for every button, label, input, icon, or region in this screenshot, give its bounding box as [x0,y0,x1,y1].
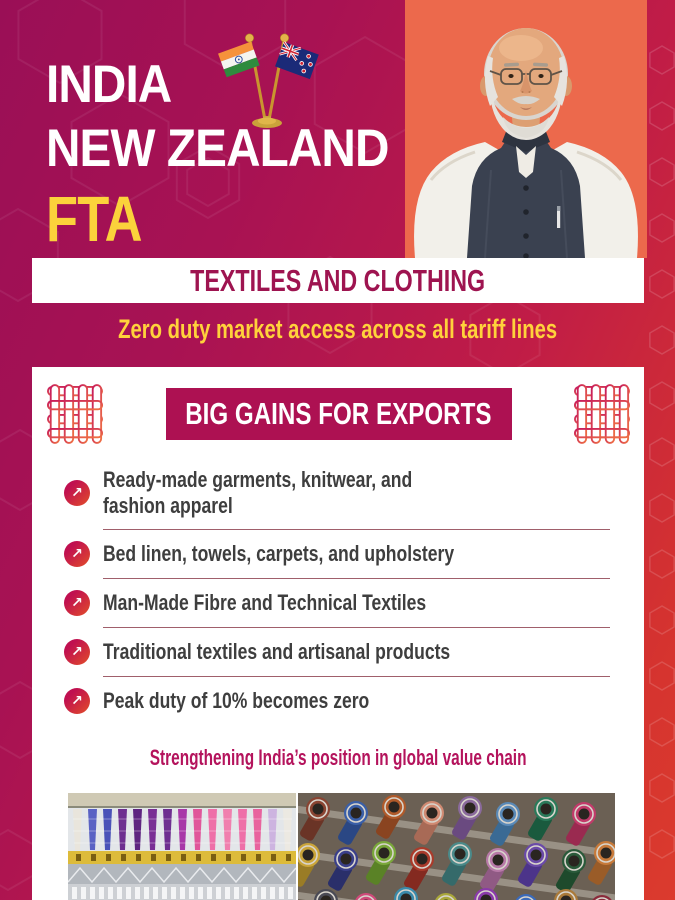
list-item: ↗ Bed linen, towels, carpets, and uphols… [64,532,610,576]
list-item-label: Traditional textiles and artisanal produ… [103,639,451,664]
photo-thread-cones [298,793,615,900]
photo-embroidery-machine [68,793,296,900]
arrow-up-right-icon: ↗ [64,688,90,714]
list-item: ↗ Man-Made Fibre and Technical Textiles [64,581,610,625]
weave-icon [47,384,103,444]
section-band-label: TEXTILES AND CLOTHING [190,262,486,298]
subtitle-row: Zero duty market access across all tarif… [0,309,675,349]
title-line-fta: FTA [46,183,142,255]
list-item-label: Man-Made Fibre and Technical Textiles [103,590,427,615]
content-card: BIG GAINS FOR EXPORTS ↗ [32,367,644,900]
big-gains-banner-label: BIG GAINS FOR EXPORTS [185,396,492,431]
list-divider [103,578,610,579]
india-nz-flags-icon [218,33,319,128]
textile-photos-row [68,793,615,900]
weave-icon [574,384,630,444]
value-chain-note: Strengthening India’s position in global… [32,745,644,771]
title-line-new-zealand: NEW ZEALAND [46,119,389,178]
pm-portrait [414,28,638,258]
portrait-panel [405,0,647,258]
arrow-up-right-icon: ↗ [64,541,90,567]
list-divider [103,529,610,530]
new-zealand-flag [275,41,319,80]
value-chain-note-label: Strengthening India’s position in global… [149,745,527,770]
arrow-up-right-icon: ↗ [64,480,90,506]
list-item: ↗ Peak duty of 10% becomes zero [64,679,610,723]
list-item-label: Ready-made garments, knitwear, and fashi… [103,467,413,518]
export-gains-list: ↗ Ready-made garments, knitwear, and fas… [64,459,610,723]
list-item-label: Peak duty of 10% becomes zero [103,688,370,713]
arrow-up-right-icon: ↗ [64,590,90,616]
list-divider [103,676,610,677]
card-header: BIG GAINS FOR EXPORTS [32,367,644,445]
subtitle-label: Zero duty market access across all tarif… [118,313,557,344]
title-line-india: INDIA [46,55,172,114]
list-item: ↗ Ready-made garments, knitwear, and fas… [64,459,610,527]
list-divider [103,627,610,628]
india-flag [218,41,260,78]
section-band: TEXTILES AND CLOTHING [32,258,644,303]
list-item: ↗ Traditional textiles and artisanal pro… [64,630,610,674]
big-gains-banner: BIG GAINS FOR EXPORTS [165,388,512,440]
arrow-up-right-icon: ↗ [64,639,90,665]
poster-title: INDIA NEW ZEALAND FTA [46,58,427,251]
list-item-label: Bed linen, towels, carpets, and upholste… [103,541,455,566]
